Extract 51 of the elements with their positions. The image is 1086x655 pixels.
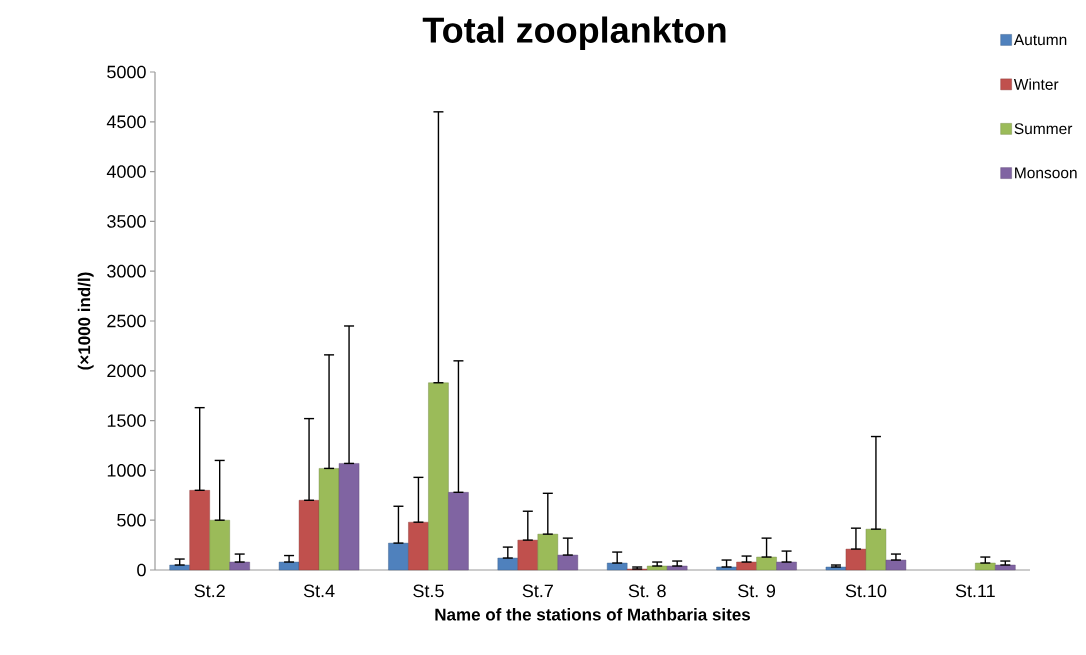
bar	[338, 463, 360, 571]
legend-label: Autumn	[1013, 34, 1067, 46]
bar	[408, 521, 429, 571]
bar	[776, 561, 797, 571]
bar	[497, 557, 519, 571]
y-tick-label: 2000	[107, 364, 146, 378]
y-tick-label: 1500	[107, 414, 146, 427]
x-tick-label: St. 9	[738, 584, 776, 598]
x-axis-title: Name of the stations of Mathbaria sites	[435, 608, 750, 621]
legend-label: Summer	[1014, 123, 1073, 135]
chart-title: Total zooplankton	[422, 16, 726, 51]
bar	[606, 562, 628, 571]
bar	[517, 539, 539, 571]
bar	[557, 554, 579, 571]
y-tick-label: 0	[137, 563, 146, 577]
legend-label: Monsoon	[1015, 167, 1077, 179]
y-tick-label: 3500	[107, 215, 146, 228]
bar	[995, 564, 1016, 571]
x-tick-label: St.11	[955, 584, 995, 598]
bar	[318, 468, 340, 571]
bar	[209, 520, 230, 571]
bar	[756, 556, 777, 571]
bar	[885, 559, 907, 571]
bar	[169, 564, 190, 571]
y-tick-label: 5000	[107, 65, 146, 79]
y-tick-label: 500	[117, 513, 146, 527]
y-tick-label: 4000	[106, 165, 146, 178]
bar	[865, 528, 887, 571]
x-tick-label: St.7	[522, 584, 553, 598]
bar	[448, 492, 469, 571]
y-tick-label: 2500	[107, 314, 146, 328]
y-tick-label: 3000	[107, 264, 146, 278]
x-tick-label: St.4	[303, 584, 335, 598]
legend-label: Winter	[1013, 78, 1059, 90]
bar	[845, 548, 867, 571]
bar	[278, 561, 300, 571]
bar	[736, 561, 757, 571]
y-axis-title: (×1000 ind/l)	[77, 272, 94, 370]
x-tick-label: St. 8	[628, 584, 666, 598]
bar	[388, 542, 409, 571]
bar	[537, 533, 559, 571]
y-tick-label: 4500	[106, 115, 146, 129]
bar	[189, 490, 210, 571]
bar	[428, 382, 449, 571]
bar	[975, 562, 996, 571]
x-tick-label: St.5	[413, 584, 444, 598]
y-tick-label: 1000	[107, 464, 146, 477]
bar	[298, 500, 320, 571]
x-tick-label: St.10	[845, 584, 887, 598]
x-tick-label: St.2	[194, 584, 225, 598]
bar	[229, 561, 250, 571]
